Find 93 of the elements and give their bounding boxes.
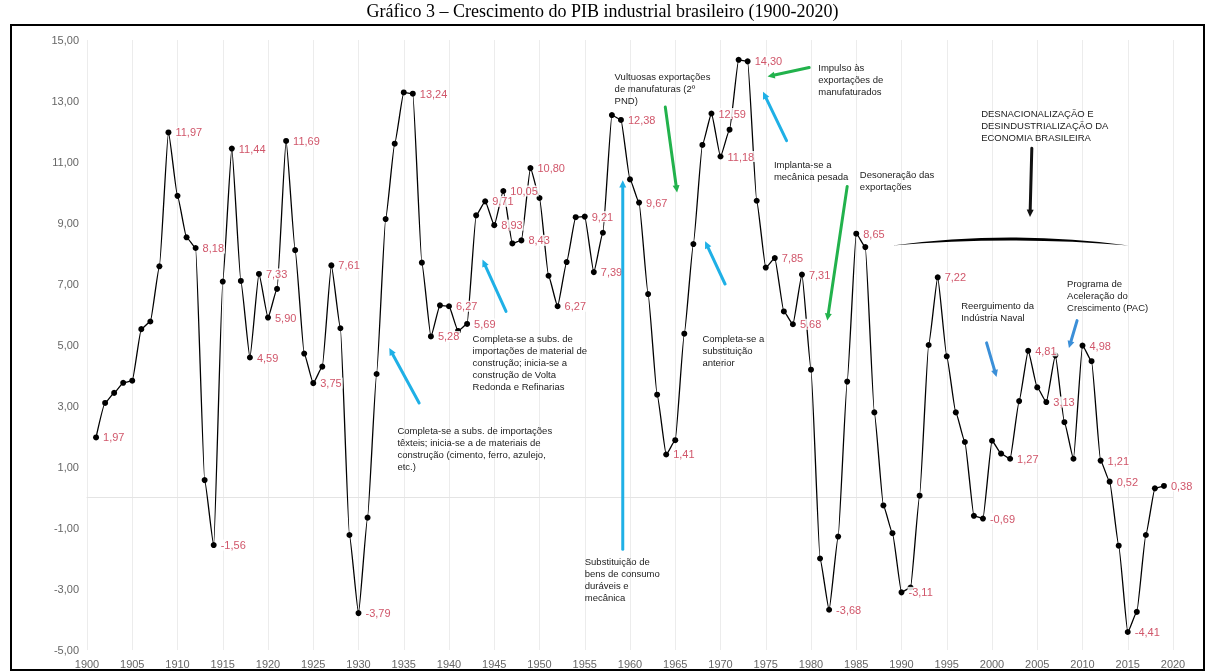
x-tick-label: 1920 [255, 657, 281, 670]
data-label: 6,27 [564, 300, 587, 313]
x-tick-label: 1975 [753, 657, 778, 670]
data-label: 8,65 [863, 227, 885, 240]
x-tick-label: 1990 [889, 657, 914, 670]
data-label: 9,21 [591, 210, 614, 223]
data-label: 5,90 [275, 311, 297, 324]
data-label: 1,97 [103, 431, 125, 444]
data-label: 7,61 [338, 259, 360, 272]
data-label: 0,38 [1170, 479, 1193, 492]
annotation: Implanta-se a mecânica pesada [773, 159, 850, 183]
data-label: 7,22 [944, 271, 967, 284]
data-label: 1,27 [1017, 452, 1039, 465]
x-tick-label: 1970 [708, 657, 733, 670]
data-label: -3,68 [836, 603, 862, 616]
data-label: -1,56 [220, 539, 246, 552]
x-tick-label: 1915 [210, 657, 235, 670]
data-label: 9,67 [646, 196, 668, 209]
annotation: DESNACIONALIZAÇÃO E DESINDUSTRIALIZAÇÃO DA ECONOMIA BRASILEIRA [981, 107, 1111, 143]
data-label: 7,85 [781, 252, 804, 265]
y-tick-label: -5,00 [53, 644, 79, 656]
x-tick-label: 2000 [979, 657, 1005, 670]
data-label: 1,21 [1107, 454, 1130, 467]
x-tick-label: 2015 [1115, 657, 1140, 670]
x-tick-label: 1950 [527, 657, 552, 670]
data-label: 11,44 [238, 142, 266, 155]
data-label: 8,93 [501, 219, 523, 232]
data-label: 7,31 [808, 268, 831, 281]
data-label: -3,79 [365, 607, 391, 620]
data-label: 4,81 [1035, 344, 1057, 357]
x-tick-label: 2005 [1025, 657, 1050, 670]
x-tick-label: 1930 [346, 657, 371, 670]
annotation: Completa-se a subs. de importações têxteis; inicia-se a de materiais de construção (cimento, ferro, azulejo, etc.) [397, 424, 555, 472]
x-tick-label: 1900 [74, 657, 100, 670]
x-tick-label: 1935 [391, 657, 416, 670]
annotation: Substituição de bens de consumo duráveis e mecânica [584, 555, 663, 603]
y-tick-label: -3,00 [53, 583, 79, 595]
annotation: Desoneração das exportações [859, 168, 937, 192]
annotation: Completa-se a substituição anterior [702, 333, 767, 369]
annotation: Vultuosas exportações de manufaturas (2º PND) [614, 71, 714, 106]
y-tick-label: 9,00 [57, 217, 79, 229]
data-label: 10,05 [510, 184, 538, 197]
x-tick-label: 1945 [482, 657, 507, 670]
data-label: 12,59 [718, 107, 746, 120]
annotation: Impulso às exportações de manufaturados [818, 61, 886, 97]
data-label: 6,27 [456, 300, 478, 313]
annotation: Programa de Aceleração do Crescimento (PAC) [1067, 278, 1149, 314]
data-label: 5,28 [437, 330, 460, 343]
annotation: Reerguimento da Indústria Naval [961, 299, 1037, 323]
data-label: -4,41 [1134, 626, 1160, 639]
x-tick-label: 1980 [798, 657, 824, 670]
data-label: 8,18 [202, 242, 225, 255]
data-label: 11,18 [727, 150, 755, 163]
data-label: 12,38 [627, 113, 656, 126]
y-tick-label: 7,00 [57, 278, 79, 290]
y-tick-label: 11,00 [52, 156, 79, 168]
y-tick-label: 3,00 [57, 400, 79, 412]
data-label: -0,69 [989, 512, 1016, 525]
data-label: 13,24 [419, 87, 448, 100]
x-tick-label: 1965 [663, 657, 688, 670]
chart-title: Gráfico 3 – Crescimento do PIB industrial brasileiro (1900-2020) [365, 0, 840, 23]
data-label: 11,69 [293, 134, 320, 147]
data-label: 5,69 [474, 317, 496, 330]
data-label: 3,13 [1053, 396, 1075, 409]
data-label: 3,75 [320, 377, 342, 390]
x-tick-label: 2010 [1070, 657, 1095, 670]
x-tick-label: 2020 [1160, 657, 1186, 670]
x-tick-label: 1985 [844, 657, 869, 670]
data-label: 7,33 [265, 267, 288, 280]
x-tick-label: 1960 [617, 657, 643, 670]
data-label: 8,43 [528, 234, 550, 247]
data-label: 4,59 [256, 351, 279, 364]
annotation: Completa-se a subs. de importações de material de construção; inicia-se a construção de Volta Redonda e Refinarias [472, 333, 590, 393]
y-tick-label: 15,00 [51, 34, 79, 46]
data-label: 4,98 [1089, 339, 1111, 352]
data-label: 0,52 [1116, 475, 1139, 488]
y-tick-label: 5,00 [57, 339, 79, 351]
x-tick-label: 1905 [120, 657, 145, 670]
data-label: -3,11 [908, 586, 933, 599]
data-label: 9,71 [492, 195, 514, 208]
y-tick-label: 13,00 [51, 95, 79, 107]
data-label: 5,68 [799, 318, 822, 331]
data-label: 10,80 [537, 162, 565, 175]
data-label: 14,30 [754, 55, 783, 68]
x-tick-label: 1940 [436, 657, 462, 670]
y-tick-label: -1,00 [53, 522, 79, 534]
data-label: 1,41 [673, 448, 695, 461]
x-tick-label: 1955 [572, 657, 597, 670]
y-tick-label: 1,00 [57, 461, 79, 473]
data-label: 11,97 [175, 126, 203, 139]
x-tick-label: 1925 [301, 657, 326, 670]
x-tick-label: 1910 [165, 657, 190, 670]
x-tick-label: 1995 [934, 657, 959, 670]
